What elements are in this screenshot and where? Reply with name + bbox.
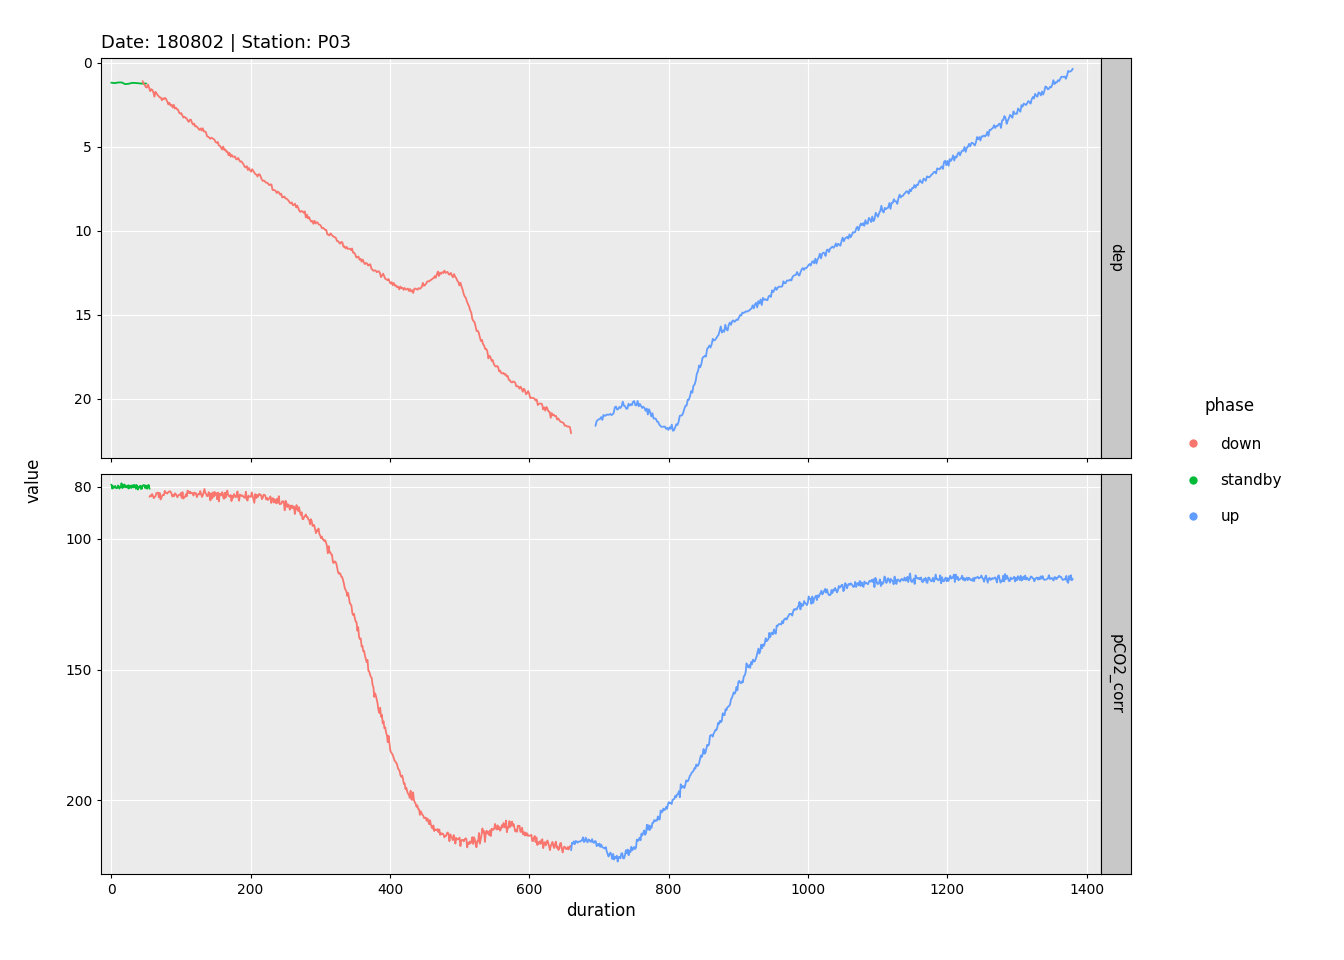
X-axis label: duration: duration: [566, 902, 636, 921]
Legend: down, standby, up: down, standby, up: [1172, 391, 1288, 531]
Text: dep: dep: [1107, 243, 1124, 272]
Text: Date: 180802 | Station: P03: Date: 180802 | Station: P03: [101, 34, 351, 52]
Text: value: value: [24, 457, 43, 503]
Text: pCO2_corr: pCO2_corr: [1107, 634, 1124, 713]
